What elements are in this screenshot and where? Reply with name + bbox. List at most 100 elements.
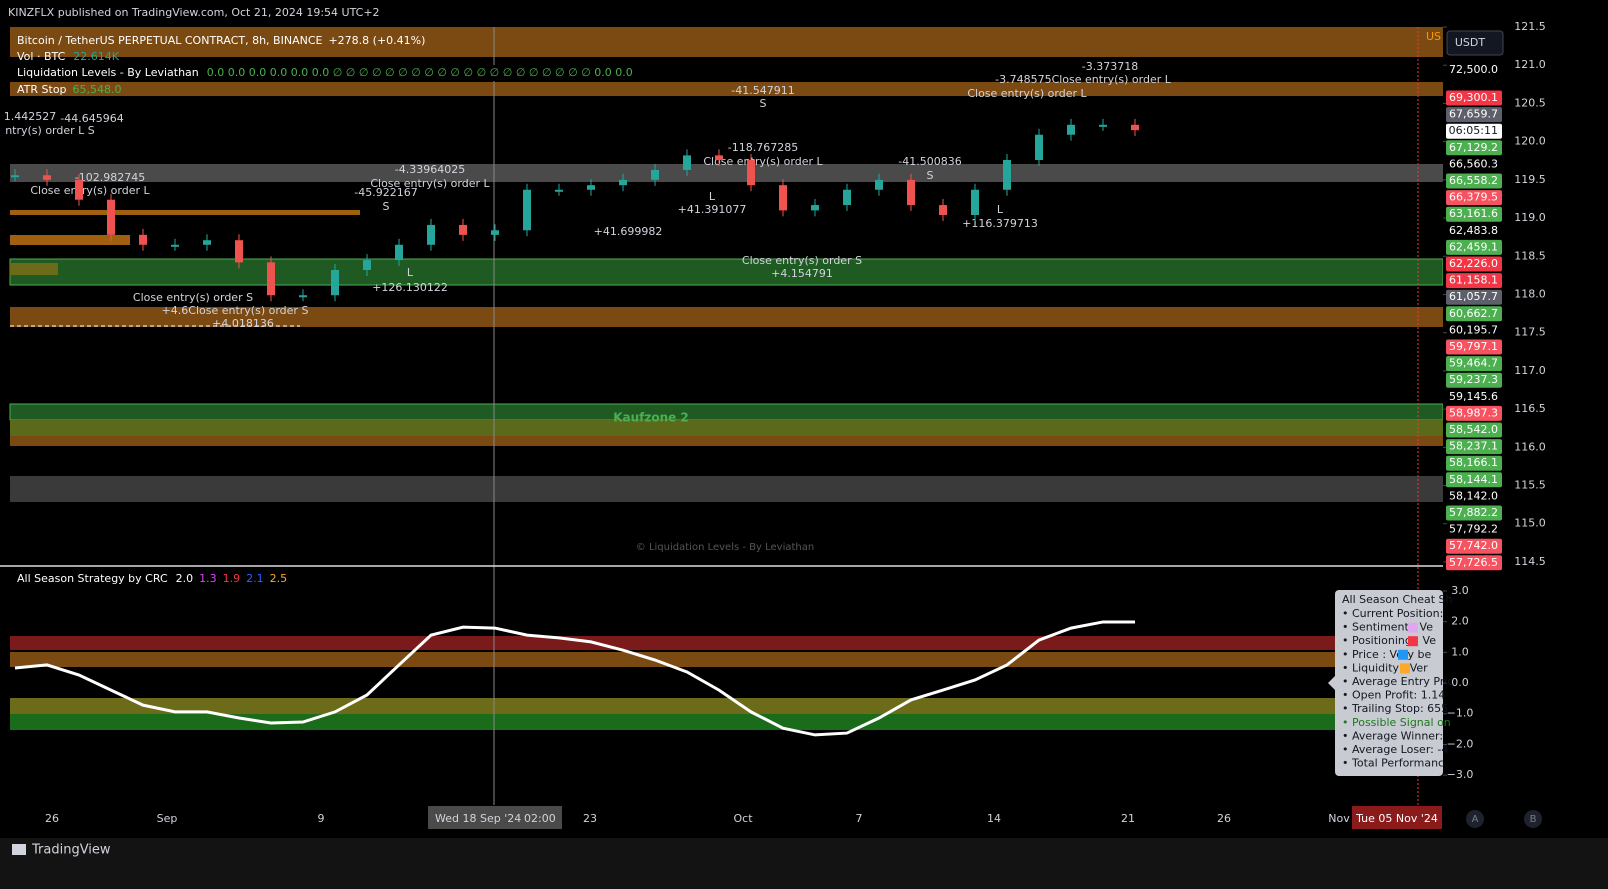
price-badge-label: 61,158.1 xyxy=(1449,274,1498,287)
price-badge-label: 59,145.6 xyxy=(1449,390,1498,403)
candle xyxy=(1067,124,1075,135)
price-badge-label: 67,659.7 xyxy=(1449,108,1498,121)
annotation: 1.442527 xyxy=(4,110,57,123)
y-tick-label: 120.5 xyxy=(1514,96,1546,109)
price-badge-label: 58,144.1 xyxy=(1449,473,1498,486)
price-badge-label: 58,542.0 xyxy=(1449,423,1498,436)
annotation: L xyxy=(709,190,716,203)
annotation: +41.699982 xyxy=(594,225,663,238)
annotation: +41.391077 xyxy=(678,203,747,216)
info-line: • Possible Signal on xyxy=(1342,716,1451,729)
price-badge-label: 62,226.0 xyxy=(1449,257,1498,270)
candle xyxy=(203,240,211,245)
zone xyxy=(10,263,58,275)
price-badge-label: 58,237.1 xyxy=(1449,440,1498,453)
candle xyxy=(75,179,83,200)
info-line: • Liquidity : Ver xyxy=(1342,661,1428,674)
currency-button[interactable] xyxy=(1446,30,1504,56)
price-badge-label: 58,987.3 xyxy=(1449,406,1498,419)
candle xyxy=(459,224,467,235)
crosshair-time: 02:00 xyxy=(524,812,556,825)
legend-text: ATR Stop xyxy=(17,83,67,96)
zone xyxy=(10,476,1443,502)
annotation: -118.767285 xyxy=(728,141,798,154)
legend-text: 1.9 xyxy=(223,572,241,585)
y-tick-label: 117.5 xyxy=(1514,326,1546,339)
y-tick-label: 2.0 xyxy=(1451,615,1469,628)
annotation: S xyxy=(383,200,390,213)
price-badge-label: 59,797.1 xyxy=(1449,340,1498,353)
price-badge-label: 63,161.6 xyxy=(1449,207,1498,220)
price-badge-label: 72,500.0 xyxy=(1449,63,1498,76)
x-tick-label: 21 xyxy=(1121,812,1135,825)
y-tick-label: 120.0 xyxy=(1514,135,1546,148)
zone xyxy=(10,652,1443,667)
info-swatch xyxy=(1408,622,1418,633)
y-tick-label: 0.0 xyxy=(1451,676,1469,689)
annotation: -41.500836 xyxy=(898,155,961,168)
marker-label-bg xyxy=(1352,806,1442,829)
scale-button-label[interactable]: B xyxy=(1530,814,1537,825)
y-tick-label: −1.0 xyxy=(1447,707,1474,720)
candle xyxy=(427,224,435,245)
price-badge-label: 60,195.7 xyxy=(1449,323,1498,336)
annotation: L xyxy=(997,203,1004,216)
x-tick-label: Nov xyxy=(1328,812,1350,825)
candle xyxy=(331,270,339,296)
brand-logo xyxy=(12,844,26,855)
candle xyxy=(811,205,819,211)
info-line: • Trailing Stop: 655 xyxy=(1342,702,1448,715)
legend-text: 2.1 xyxy=(246,572,264,585)
zone xyxy=(10,307,1443,327)
candle xyxy=(779,185,787,211)
price-badge xyxy=(1446,256,1502,272)
scale-button-label[interactable]: A xyxy=(1472,814,1479,825)
x-tick-label: Oct xyxy=(733,812,753,825)
annotation: Close entry(s) order L xyxy=(703,155,823,168)
annotation: -41.547911 xyxy=(731,84,794,97)
price-badge xyxy=(1446,405,1502,421)
y-tick-label: 118.5 xyxy=(1514,249,1546,262)
scale-button[interactable] xyxy=(1524,810,1542,828)
annotation: S xyxy=(927,169,934,182)
annotation: S xyxy=(760,97,767,110)
y-tick-label: 114.5 xyxy=(1514,555,1546,568)
currency[interactable]: USDT xyxy=(1455,36,1486,49)
x-tick-label: Sep xyxy=(157,812,178,825)
legend-text: Bitcoin / TetherUS PERPETUAL CONTRACT, 8… xyxy=(17,34,322,47)
legend-text: 22.614K xyxy=(73,50,119,63)
legend-text: +278.8 (+0.41%) xyxy=(328,34,425,47)
zone xyxy=(10,698,1443,714)
candle xyxy=(683,155,691,170)
legend-bg xyxy=(12,65,652,81)
zone xyxy=(9,403,1444,421)
scale-button[interactable] xyxy=(1466,810,1484,828)
annotation: +4.6Close entry(s) order S xyxy=(162,304,309,317)
annotation: Close entry(s) order S xyxy=(133,291,253,304)
price-badge xyxy=(1446,90,1502,106)
legend-text: All Season Strategy by CRC xyxy=(17,572,168,585)
y-tick-label: 115.0 xyxy=(1514,517,1546,530)
candle xyxy=(171,244,179,247)
crosshair-label-bg xyxy=(428,806,562,829)
price-badge xyxy=(1446,206,1502,222)
price-badge xyxy=(1446,273,1502,289)
brand[interactable]: TradingView xyxy=(31,843,111,858)
zone xyxy=(10,436,1443,446)
price-badge-label: 69,300.1 xyxy=(1449,91,1498,104)
price-badge xyxy=(1446,123,1502,139)
info-line: • Average Loser: -4 xyxy=(1342,743,1448,756)
candle xyxy=(843,189,851,206)
y-tick-label: 115.5 xyxy=(1514,479,1546,492)
legend-text: 1.3 xyxy=(199,572,217,585)
annotation: -3.748575Close entry(s) order L xyxy=(995,73,1172,86)
legend-text: 2.5 xyxy=(270,572,288,585)
annotation: ntry(s) order L S xyxy=(5,124,95,137)
price-badge-label: 62,459.1 xyxy=(1449,240,1498,253)
annotation: +4.018136 xyxy=(212,317,274,330)
legend-text: 65,548.0 xyxy=(73,83,122,96)
price-badge xyxy=(1446,140,1502,156)
x-tick-label: 7 xyxy=(856,812,863,825)
x-tick-label: 26 xyxy=(45,812,59,825)
